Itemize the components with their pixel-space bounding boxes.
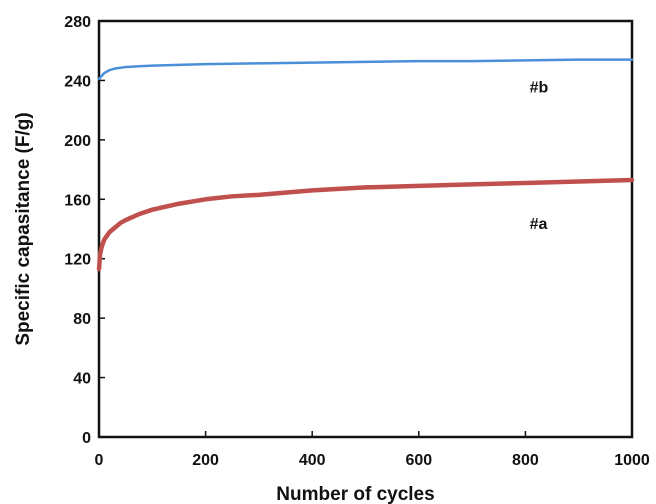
y-axis-title: Specific capasitance (F/g) bbox=[13, 112, 34, 345]
y-tick-label: 280 bbox=[64, 14, 91, 31]
y-tick-label: 240 bbox=[64, 73, 91, 90]
x-tick-label: 800 bbox=[512, 452, 539, 469]
series-label-a: #a bbox=[530, 216, 548, 233]
x-tick-label: 400 bbox=[299, 452, 326, 469]
y-axis: 0 40 80 120 160 200 240 280 bbox=[64, 14, 105, 447]
series-layer bbox=[96, 58, 635, 272]
y-tick-label: 40 bbox=[73, 371, 91, 388]
y-tick-label: 80 bbox=[73, 311, 91, 328]
series-line-b bbox=[97, 58, 634, 81]
x-axis: 0 200 400 600 800 1000 bbox=[95, 431, 650, 469]
plot-area bbox=[97, 19, 634, 439]
y-tick-label: 0 bbox=[82, 430, 91, 447]
x-tick-label: 1000 bbox=[614, 452, 650, 469]
x-tick-label: 0 bbox=[95, 452, 104, 469]
x-tick-label: 200 bbox=[192, 452, 219, 469]
y-tick-label: 160 bbox=[64, 192, 91, 209]
x-tick-label: 600 bbox=[405, 452, 432, 469]
y-tick-label: 200 bbox=[64, 133, 91, 150]
x-axis-title: Number of cycles bbox=[276, 484, 434, 504]
y-tick-label: 120 bbox=[64, 252, 91, 269]
series-label-b: #b bbox=[530, 79, 549, 96]
series-line-a bbox=[96, 177, 635, 272]
